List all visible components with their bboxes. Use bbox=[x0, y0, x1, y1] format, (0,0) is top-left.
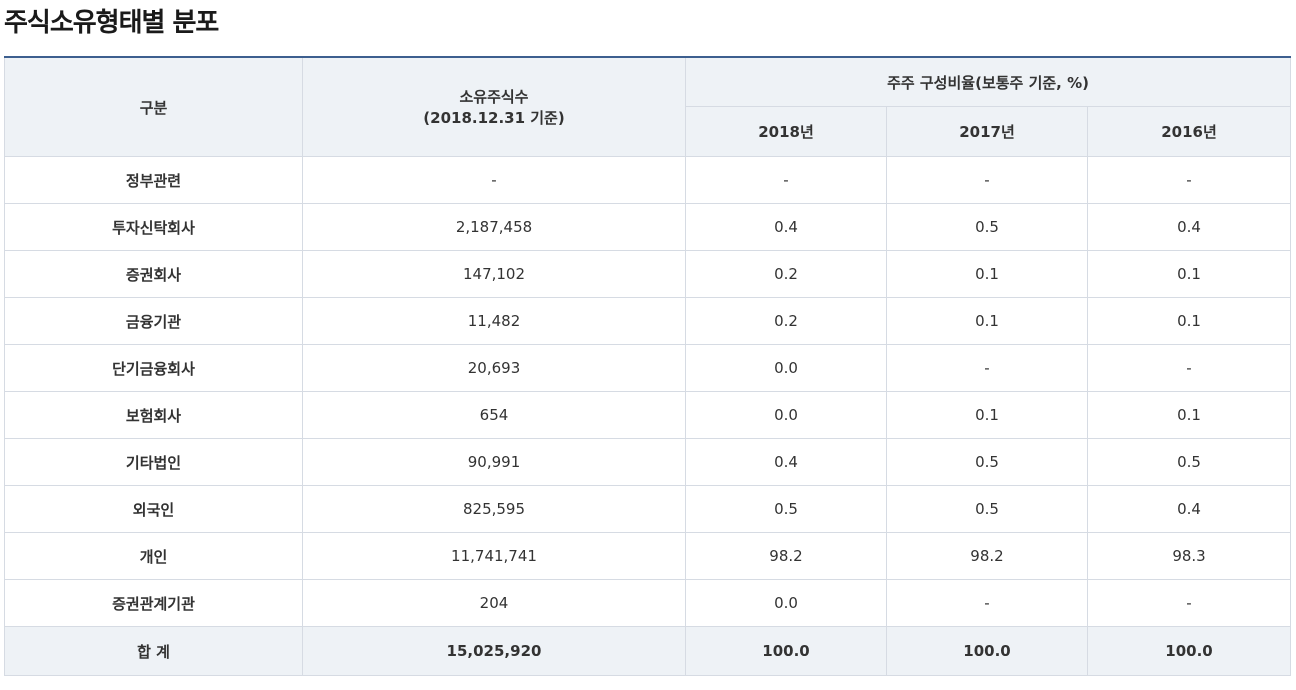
table-row: 보험회사 654 0.0 0.1 0.1 bbox=[4, 391, 1292, 439]
table-row: 단기금융회사 20,693 0.0 - - bbox=[4, 344, 1292, 392]
total-ratio-2018: 100.0 bbox=[685, 626, 887, 676]
row-category: 외국인 bbox=[4, 485, 303, 533]
row-shares: 90,991 bbox=[302, 438, 686, 486]
table-row: 투자신탁회사 2,187,458 0.4 0.5 0.4 bbox=[4, 203, 1292, 251]
table-row: 정부관련 - - - - bbox=[4, 156, 1292, 204]
table-footer: 합 계 15,025,920 100.0 100.0 100.0 bbox=[4, 626, 1292, 676]
row-ratio-2017: - bbox=[886, 344, 1088, 392]
row-ratio-2017: 0.1 bbox=[886, 250, 1088, 298]
row-ratio-2017: 0.5 bbox=[886, 203, 1088, 251]
row-category: 기타법인 bbox=[4, 438, 303, 486]
row-ratio-2016: - bbox=[1086, 344, 1292, 392]
row-ratio-2016: 0.1 bbox=[1086, 297, 1292, 345]
row-shares: 204 bbox=[302, 579, 686, 627]
row-ratio-2018: 0.2 bbox=[685, 297, 887, 345]
row-ratio-2016: 0.5 bbox=[1086, 438, 1292, 486]
table-row: 금융기관 11,482 0.2 0.1 0.1 bbox=[4, 297, 1292, 345]
row-ratio-2016: - bbox=[1086, 579, 1292, 627]
total-shares: 15,025,920 bbox=[302, 626, 686, 676]
row-ratio-2017: 0.5 bbox=[886, 485, 1088, 533]
header-category: 구분 bbox=[4, 56, 303, 157]
header-shares-line1: 소유주식수 bbox=[459, 88, 529, 106]
row-ratio-2018: 0.4 bbox=[685, 438, 887, 486]
row-ratio-2016: 0.1 bbox=[1086, 250, 1292, 298]
header-year-2018: 2018년 bbox=[685, 106, 887, 157]
row-ratio-2018: 98.2 bbox=[685, 532, 887, 580]
row-category: 증권관계기관 bbox=[4, 579, 303, 627]
row-ratio-2018: 0.0 bbox=[685, 579, 887, 627]
row-ratio-2016: 0.4 bbox=[1086, 485, 1292, 533]
total-row: 합 계 15,025,920 100.0 100.0 100.0 bbox=[4, 626, 1292, 676]
table-header: 구분 소유주식수 (2018.12.31 기준) 주주 구성비율(보통주 기준,… bbox=[4, 56, 1292, 157]
row-ratio-2017: - bbox=[886, 156, 1088, 204]
row-ratio-2017: 98.2 bbox=[886, 532, 1088, 580]
row-category: 정부관련 bbox=[4, 156, 303, 204]
row-ratio-2018: 0.0 bbox=[685, 344, 887, 392]
row-ratio-2018: 0.5 bbox=[685, 485, 887, 533]
total-ratio-2017: 100.0 bbox=[886, 626, 1088, 676]
row-ratio-2016: 0.4 bbox=[1086, 203, 1292, 251]
header-year-2016: 2016년 bbox=[1086, 106, 1292, 157]
table-row: 개인 11,741,741 98.2 98.2 98.3 bbox=[4, 532, 1292, 580]
row-shares: 11,482 bbox=[302, 297, 686, 345]
page-title: 주식소유형태별 분포 bbox=[4, 8, 219, 38]
row-shares: 147,102 bbox=[302, 250, 686, 298]
row-ratio-2017: 0.1 bbox=[886, 391, 1088, 439]
total-label: 합 계 bbox=[4, 626, 303, 676]
row-shares: 825,595 bbox=[302, 485, 686, 533]
row-ratio-2016: 0.1 bbox=[1086, 391, 1292, 439]
header-shares-line2: (2018.12.31 기준) bbox=[423, 109, 565, 127]
row-category: 개인 bbox=[4, 532, 303, 580]
table-row: 증권관계기관 204 0.0 - - bbox=[4, 579, 1292, 627]
ownership-distribution-table: 구분 소유주식수 (2018.12.31 기준) 주주 구성비율(보통주 기준,… bbox=[4, 56, 1292, 676]
header-year-2017: 2017년 bbox=[886, 106, 1088, 157]
header-shares: 소유주식수 (2018.12.31 기준) bbox=[302, 56, 686, 157]
table-row: 외국인 825,595 0.5 0.5 0.4 bbox=[4, 485, 1292, 533]
row-ratio-2016: - bbox=[1086, 156, 1292, 204]
row-ratio-2018: 0.4 bbox=[685, 203, 887, 251]
row-category: 보험회사 bbox=[4, 391, 303, 439]
row-ratio-2017: 0.5 bbox=[886, 438, 1088, 486]
total-ratio-2016: 100.0 bbox=[1086, 626, 1292, 676]
row-shares: 20,693 bbox=[302, 344, 686, 392]
row-ratio-2017: - bbox=[886, 579, 1088, 627]
header-ratio-group: 주주 구성비율(보통주 기준, %) bbox=[684, 56, 1292, 107]
row-category: 증권회사 bbox=[4, 250, 303, 298]
row-category: 투자신탁회사 bbox=[4, 203, 303, 251]
row-ratio-2016: 98.3 bbox=[1086, 532, 1292, 580]
row-shares: 11,741,741 bbox=[302, 532, 686, 580]
row-shares: - bbox=[302, 156, 686, 204]
row-ratio-2018: - bbox=[685, 156, 887, 204]
row-shares: 654 bbox=[302, 391, 686, 439]
row-ratio-2018: 0.2 bbox=[685, 250, 887, 298]
row-category: 단기금융회사 bbox=[4, 344, 303, 392]
row-ratio-2018: 0.0 bbox=[685, 391, 887, 439]
table-body: 정부관련 - - - - 투자신탁회사 2,187,458 0.4 0.5 0.… bbox=[4, 156, 1292, 627]
row-ratio-2017: 0.1 bbox=[886, 297, 1088, 345]
row-category: 금융기관 bbox=[4, 297, 303, 345]
row-shares: 2,187,458 bbox=[302, 203, 686, 251]
table-row: 증권회사 147,102 0.2 0.1 0.1 bbox=[4, 250, 1292, 298]
table-row: 기타법인 90,991 0.4 0.5 0.5 bbox=[4, 438, 1292, 486]
